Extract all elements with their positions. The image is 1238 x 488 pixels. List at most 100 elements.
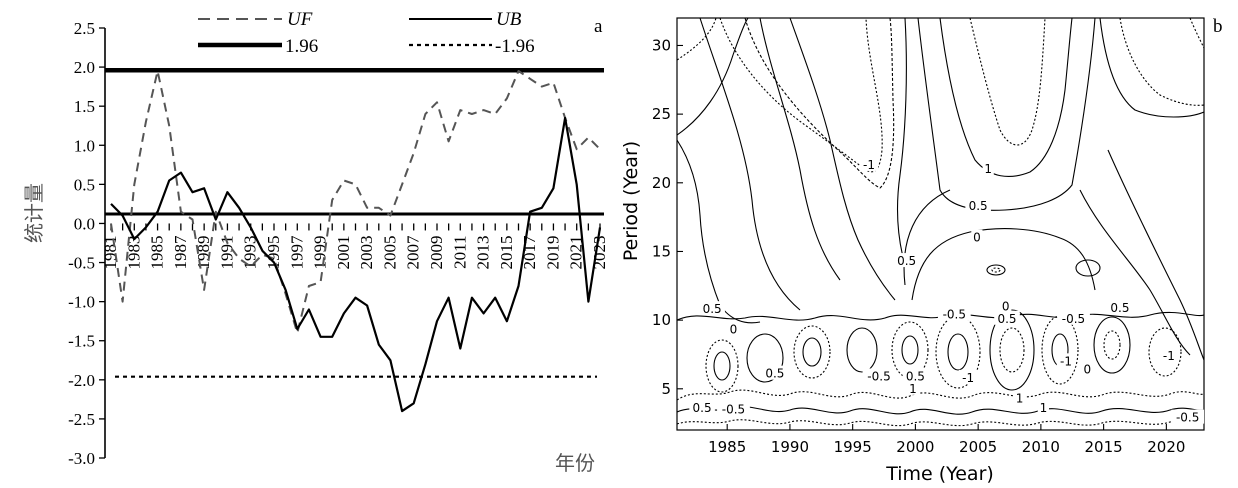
- contour-island: [1075, 259, 1101, 277]
- contour-label-background: [1037, 400, 1049, 415]
- panel-a-y-tick-label: 0.5: [74, 175, 95, 194]
- contour-label-background: [1107, 299, 1133, 314]
- panel-a-y-tick-label: 2.5: [74, 19, 95, 38]
- contour-label: 0.5: [1110, 301, 1129, 315]
- contour-label-background: [862, 368, 896, 383]
- panel-a-y-tick-label: -2.5: [68, 410, 95, 429]
- contour-line: [1119, 18, 1204, 106]
- panel-b-x-tick-label: 1995: [834, 438, 872, 456]
- contour-island: [713, 351, 731, 381]
- panel-a-x-tick-label: 2019: [543, 235, 562, 269]
- legend-ub-label: UB: [496, 9, 522, 30]
- contour-label: 0: [730, 323, 738, 337]
- contour-label-background: [902, 368, 929, 383]
- contour-island: [1103, 330, 1121, 360]
- panel-a-threshold-lines: [105, 67, 604, 378]
- contour-island: [705, 339, 739, 393]
- panel-a-x-tick-label: 2021: [567, 235, 586, 269]
- contour-label: -1: [1060, 354, 1072, 368]
- contour-label-background: [958, 369, 978, 384]
- contour-label-background: [859, 156, 879, 171]
- contour-island: [989, 309, 1035, 391]
- contour-label: 0.5: [906, 369, 925, 383]
- contour-label: 1: [1016, 391, 1024, 405]
- contour-label-background: [907, 380, 919, 395]
- panel-a-x-tick-label: 1985: [148, 235, 167, 269]
- panel-b-y-tick-label: 30: [652, 36, 671, 54]
- contour-island: [1148, 327, 1182, 377]
- contour-island: [802, 337, 822, 367]
- contour-line: [677, 419, 1204, 427]
- panel-a-legend: UF UB 1.96 -1.96: [198, 9, 535, 57]
- contour-island: [901, 335, 919, 365]
- panel-a-x-tick-label: 1987: [171, 235, 190, 269]
- panel-b-y-tick-label: 25: [652, 105, 671, 123]
- panel-b-x-tick-label: 2000: [896, 438, 934, 456]
- panel-a-x-tick-label: 1991: [217, 235, 236, 269]
- contour-label-background: [1056, 353, 1076, 368]
- contour-label-background: [699, 301, 725, 316]
- contour-island: [793, 325, 831, 379]
- panel-a-x-tick-label: 1999: [311, 235, 330, 269]
- contour-label: -0.5: [1062, 312, 1085, 326]
- panel-a-series: [110, 70, 602, 413]
- contour-label-background: [1013, 390, 1026, 405]
- panel-a-y-tick-label: -1.5: [68, 332, 95, 351]
- contour-label: 1: [984, 162, 992, 176]
- contour-line: [897, 18, 907, 266]
- panel-a-x-tick-label: 2005: [380, 235, 399, 269]
- panel-a-y-axis-title: 统计量: [22, 183, 46, 243]
- legend-upper-threshold-label: 1.96: [285, 36, 318, 57]
- panel-b-x-ticks: 1985 1990 1995 2000 2005 2010 2015 2020: [708, 424, 1185, 456]
- panel-a-y-tick-label: -3.0: [68, 449, 95, 468]
- panel-a-x-axis-title: 年份: [555, 451, 595, 475]
- contour-label-background: [1000, 298, 1012, 313]
- contour-label: -0.5: [943, 308, 966, 322]
- panel-a-x-tick-label: 2011: [450, 235, 469, 268]
- contour-label: 0.5: [693, 401, 712, 415]
- contour-island: [986, 264, 1006, 276]
- panel-a-x-tick-label: 1981: [101, 235, 120, 269]
- contour-island: [935, 315, 981, 389]
- panel-b-y-tick-label: 5: [661, 380, 671, 398]
- panel-b-y-tick-label: 20: [652, 174, 671, 192]
- contour-label-background: [1057, 310, 1090, 325]
- panel-b-x-tick-label: 2005: [959, 438, 997, 456]
- contour-label: 1: [1040, 401, 1048, 415]
- contour-island: [1093, 316, 1131, 374]
- panel-b-x-tick-label: 2020: [1147, 438, 1185, 456]
- contour-line: [677, 405, 1204, 415]
- panel-a-y-tick-label: 0.0: [74, 214, 95, 233]
- panel-a-x-tick-label: 2015: [497, 235, 516, 269]
- contour-line: [1107, 149, 1204, 361]
- panel-a-x-tick-label: 2003: [357, 235, 376, 269]
- panel-b-wavelet-contour-chart: -1 10.500.50.500-0.5 0.5 -0.50.50.5 -0.5 0.5-…: [620, 16, 1223, 485]
- panel-a-y-tick-label: 2.0: [74, 58, 95, 77]
- panel-a-x-tick-label: 2023: [590, 235, 609, 269]
- panel-a-mann-kendall-chart: 2.5 2.0 1.5 1.0 0.5 0.0 -0.5 -1.0 -1.5 -2.0 -2.5 -3…: [22, 9, 609, 475]
- panel-a-x-tick-label: 1997: [287, 235, 306, 269]
- panel-b-y-axis-title: Period (Year): [620, 141, 642, 261]
- panel-b-y-tick-label: 15: [652, 242, 671, 260]
- contour-label: 0.5: [765, 367, 784, 381]
- contour-line: [1079, 189, 1191, 356]
- contour-line: [677, 18, 749, 136]
- contour-island: [746, 333, 784, 383]
- contour-label: -1: [1163, 349, 1175, 363]
- contour-label-background: [982, 161, 994, 176]
- contour-label: -0.5: [722, 402, 745, 416]
- contour-label-background: [762, 365, 788, 380]
- contour-island: [999, 327, 1025, 373]
- panel-a-y-tick-label: -1.0: [68, 293, 95, 312]
- contour-label: -0.5: [867, 369, 890, 383]
- contour-line: [677, 389, 1204, 401]
- panel-a-y-tick-label: 1.0: [74, 136, 95, 155]
- panel-b-plot-frame: [676, 17, 1205, 431]
- contour-label-background: [1159, 347, 1179, 362]
- legend-uf-label: UF: [287, 9, 313, 30]
- contour-label-background: [994, 310, 1020, 325]
- panel-b-x-tick-label: 1990: [771, 438, 809, 456]
- contour-label: 0: [1002, 299, 1010, 313]
- contour-line: [969, 18, 1046, 146]
